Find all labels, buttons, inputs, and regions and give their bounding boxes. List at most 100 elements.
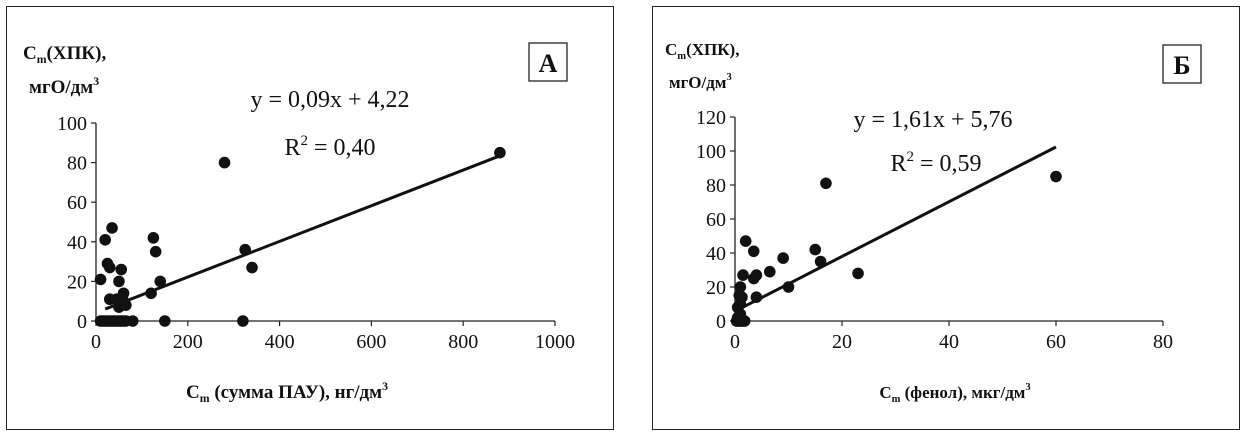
panel-label: Б: [1173, 51, 1190, 80]
r2-sup: 2: [906, 149, 914, 165]
data-point: [737, 269, 749, 281]
data-point: [237, 315, 249, 327]
data-point: [120, 299, 132, 311]
y-axis-label: Cm(ХПК),: [23, 43, 106, 66]
x-tick-label: 80: [1153, 331, 1173, 353]
y-unit-text: мгО/дм: [29, 77, 93, 98]
data-point: [494, 146, 506, 159]
data-point: [115, 263, 128, 276]
y-tick-label: 60: [67, 192, 87, 214]
y-label-c: C: [665, 40, 677, 59]
data-point: [145, 287, 157, 300]
chart-panel-b: 0 20 40 60 80 100 120 0 20 40 60 80 Cm(ХПК), мгО/дм3 C…: [652, 6, 1240, 430]
data-point: [782, 281, 795, 293]
x-tick-label: 40: [939, 331, 959, 353]
y-tick-label: 120: [696, 107, 726, 129]
y-tick-label: 60: [706, 209, 726, 231]
y-tick-label: 80: [706, 175, 726, 197]
x-label-sup: 3: [1025, 382, 1030, 393]
y-label-rest: (ХПК),: [686, 40, 739, 59]
x-tick-label: 200: [173, 331, 203, 353]
data-point: [99, 234, 111, 246]
x-label-rest: (сумма ПАУ), нг/дм: [210, 382, 383, 403]
y-unit-text: мгО/дм: [669, 73, 727, 92]
data-point: [814, 255, 827, 268]
x-tick-label: 400: [265, 331, 295, 353]
data-point: [147, 232, 160, 244]
data-point: [106, 222, 118, 234]
y-axis-unit: мгО/дм3: [669, 72, 732, 92]
x-tick-label: 0: [91, 331, 101, 353]
r-squared-label: R2 = 0,59: [890, 149, 981, 177]
data-point: [763, 265, 776, 278]
data-point: [739, 235, 752, 247]
data-point: [126, 315, 139, 327]
r2-sup: 2: [300, 133, 308, 149]
data-point: [94, 273, 107, 286]
data-point: [734, 281, 747, 293]
data-point: [1050, 170, 1062, 183]
y-tick-label: 0: [77, 311, 87, 333]
panel-label-box: [1162, 44, 1202, 84]
trendline-equation: y = 0,09x + 4,22: [250, 87, 409, 113]
panel-label: А: [539, 49, 558, 78]
data-point: [750, 291, 763, 304]
r2-value: = 0,59: [914, 151, 982, 177]
data-point: [103, 261, 116, 274]
x-tick-label: 600: [356, 331, 386, 353]
y-axis-unit: мгО/дм3: [29, 75, 99, 98]
x-tick-label: 0: [730, 331, 740, 353]
y-tick-label: 20: [706, 277, 726, 299]
trendline: [104, 154, 501, 311]
data-point: [149, 245, 162, 258]
data-point: [218, 156, 231, 169]
data-point: [113, 275, 125, 288]
data-point: [246, 261, 258, 274]
x-axis-label: Cm (сумма ПАУ), нг/дм3: [186, 380, 388, 405]
data-point: [159, 315, 171, 327]
data-point: [154, 275, 167, 288]
trendline-equation: y = 1,61x + 5,76: [853, 107, 1012, 133]
data-point: [777, 252, 789, 264]
x-label-sup: 3: [382, 380, 388, 393]
y-tick-label: 40: [706, 243, 726, 265]
x-tick-label: 60: [1046, 331, 1066, 353]
y-axis-label: Cm(ХПК),: [665, 40, 739, 62]
x-tick-label: 20: [832, 331, 852, 353]
y-tick-label: 80: [67, 153, 87, 175]
y-tick-label: 100: [696, 141, 726, 163]
y-label-sub: m: [37, 53, 47, 66]
r2-value: = 0,40: [308, 135, 376, 161]
data-point: [239, 243, 251, 256]
data-point: [747, 245, 760, 258]
y-label-sub: m: [677, 51, 686, 62]
y-label-c: C: [23, 43, 37, 64]
r2-prefix: R: [284, 135, 300, 161]
chart-panel-a: 0 20 40 60 80 100 0 200 400 600 800 1000 Cm(ХПК), мгО…: [6, 6, 614, 430]
y-tick-label: 0: [716, 311, 726, 333]
y-label-rest: (ХПК),: [47, 43, 107, 64]
y-tick-label: 40: [67, 232, 87, 254]
data-point: [733, 289, 746, 302]
x-label-sub: m: [200, 392, 210, 405]
y-tick-label: 20: [67, 271, 87, 293]
r-squared-label: R2 = 0,40: [284, 133, 375, 161]
data-point: [809, 243, 822, 256]
r2-prefix: R: [890, 151, 906, 177]
y-unit-sup: 3: [93, 75, 99, 88]
data-point: [852, 267, 864, 280]
data-point: [820, 177, 832, 190]
x-tick-label: 1000: [535, 331, 575, 353]
panel-label-box: [528, 42, 568, 82]
x-label-sub: m: [892, 394, 901, 405]
data-point: [750, 269, 763, 281]
x-axis-label: Cm (фенол), мкг/дм3: [879, 382, 1030, 405]
y-unit-sup: 3: [726, 72, 731, 83]
x-label-c: C: [879, 383, 891, 402]
x-tick-label: 800: [448, 331, 478, 353]
x-label-rest: (фенол), мкг/дм: [900, 383, 1025, 402]
x-label-c: C: [186, 382, 200, 403]
y-tick-label: 100: [57, 113, 87, 135]
